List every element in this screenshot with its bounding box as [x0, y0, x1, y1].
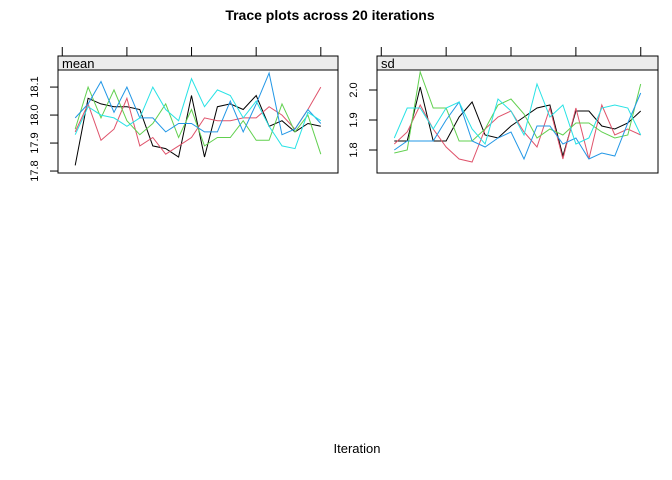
x-axis-title: Iteration: [333, 441, 381, 456]
y-tick-label-mean: 18.0: [29, 104, 41, 125]
y-tick-label-sd: 2.0: [348, 82, 360, 97]
chart-title: Trace plots across 20 iterations: [225, 7, 435, 23]
y-tick-label-mean: 17.8: [29, 160, 41, 181]
strip-label-mean: mean: [62, 56, 95, 71]
trace-line-mean-red: [74, 86, 322, 155]
y-tick-label-sd: 1.9: [348, 112, 360, 127]
y-tick-label-sd: 1.8: [348, 142, 360, 157]
strip-label-sd: sd: [381, 56, 395, 71]
y-tick-label-mean: 17.9: [29, 132, 41, 153]
trace-line-sd-green: [394, 70, 642, 154]
trace-line-mean-blue: [74, 71, 322, 136]
trace-line-mean-green: [74, 85, 322, 155]
panel-border-mean: [57, 69, 339, 174]
panel-border-sd: [376, 69, 659, 174]
trace-line-mean-cyan: [74, 77, 322, 150]
trace-line-sd-blue: [394, 92, 642, 161]
trace-line-sd-cyan: [393, 82, 642, 146]
panel-strip-mean: [57, 55, 339, 71]
y-tick-label-mean: 18.1: [29, 76, 41, 97]
panel-strip-sd: [376, 55, 659, 71]
